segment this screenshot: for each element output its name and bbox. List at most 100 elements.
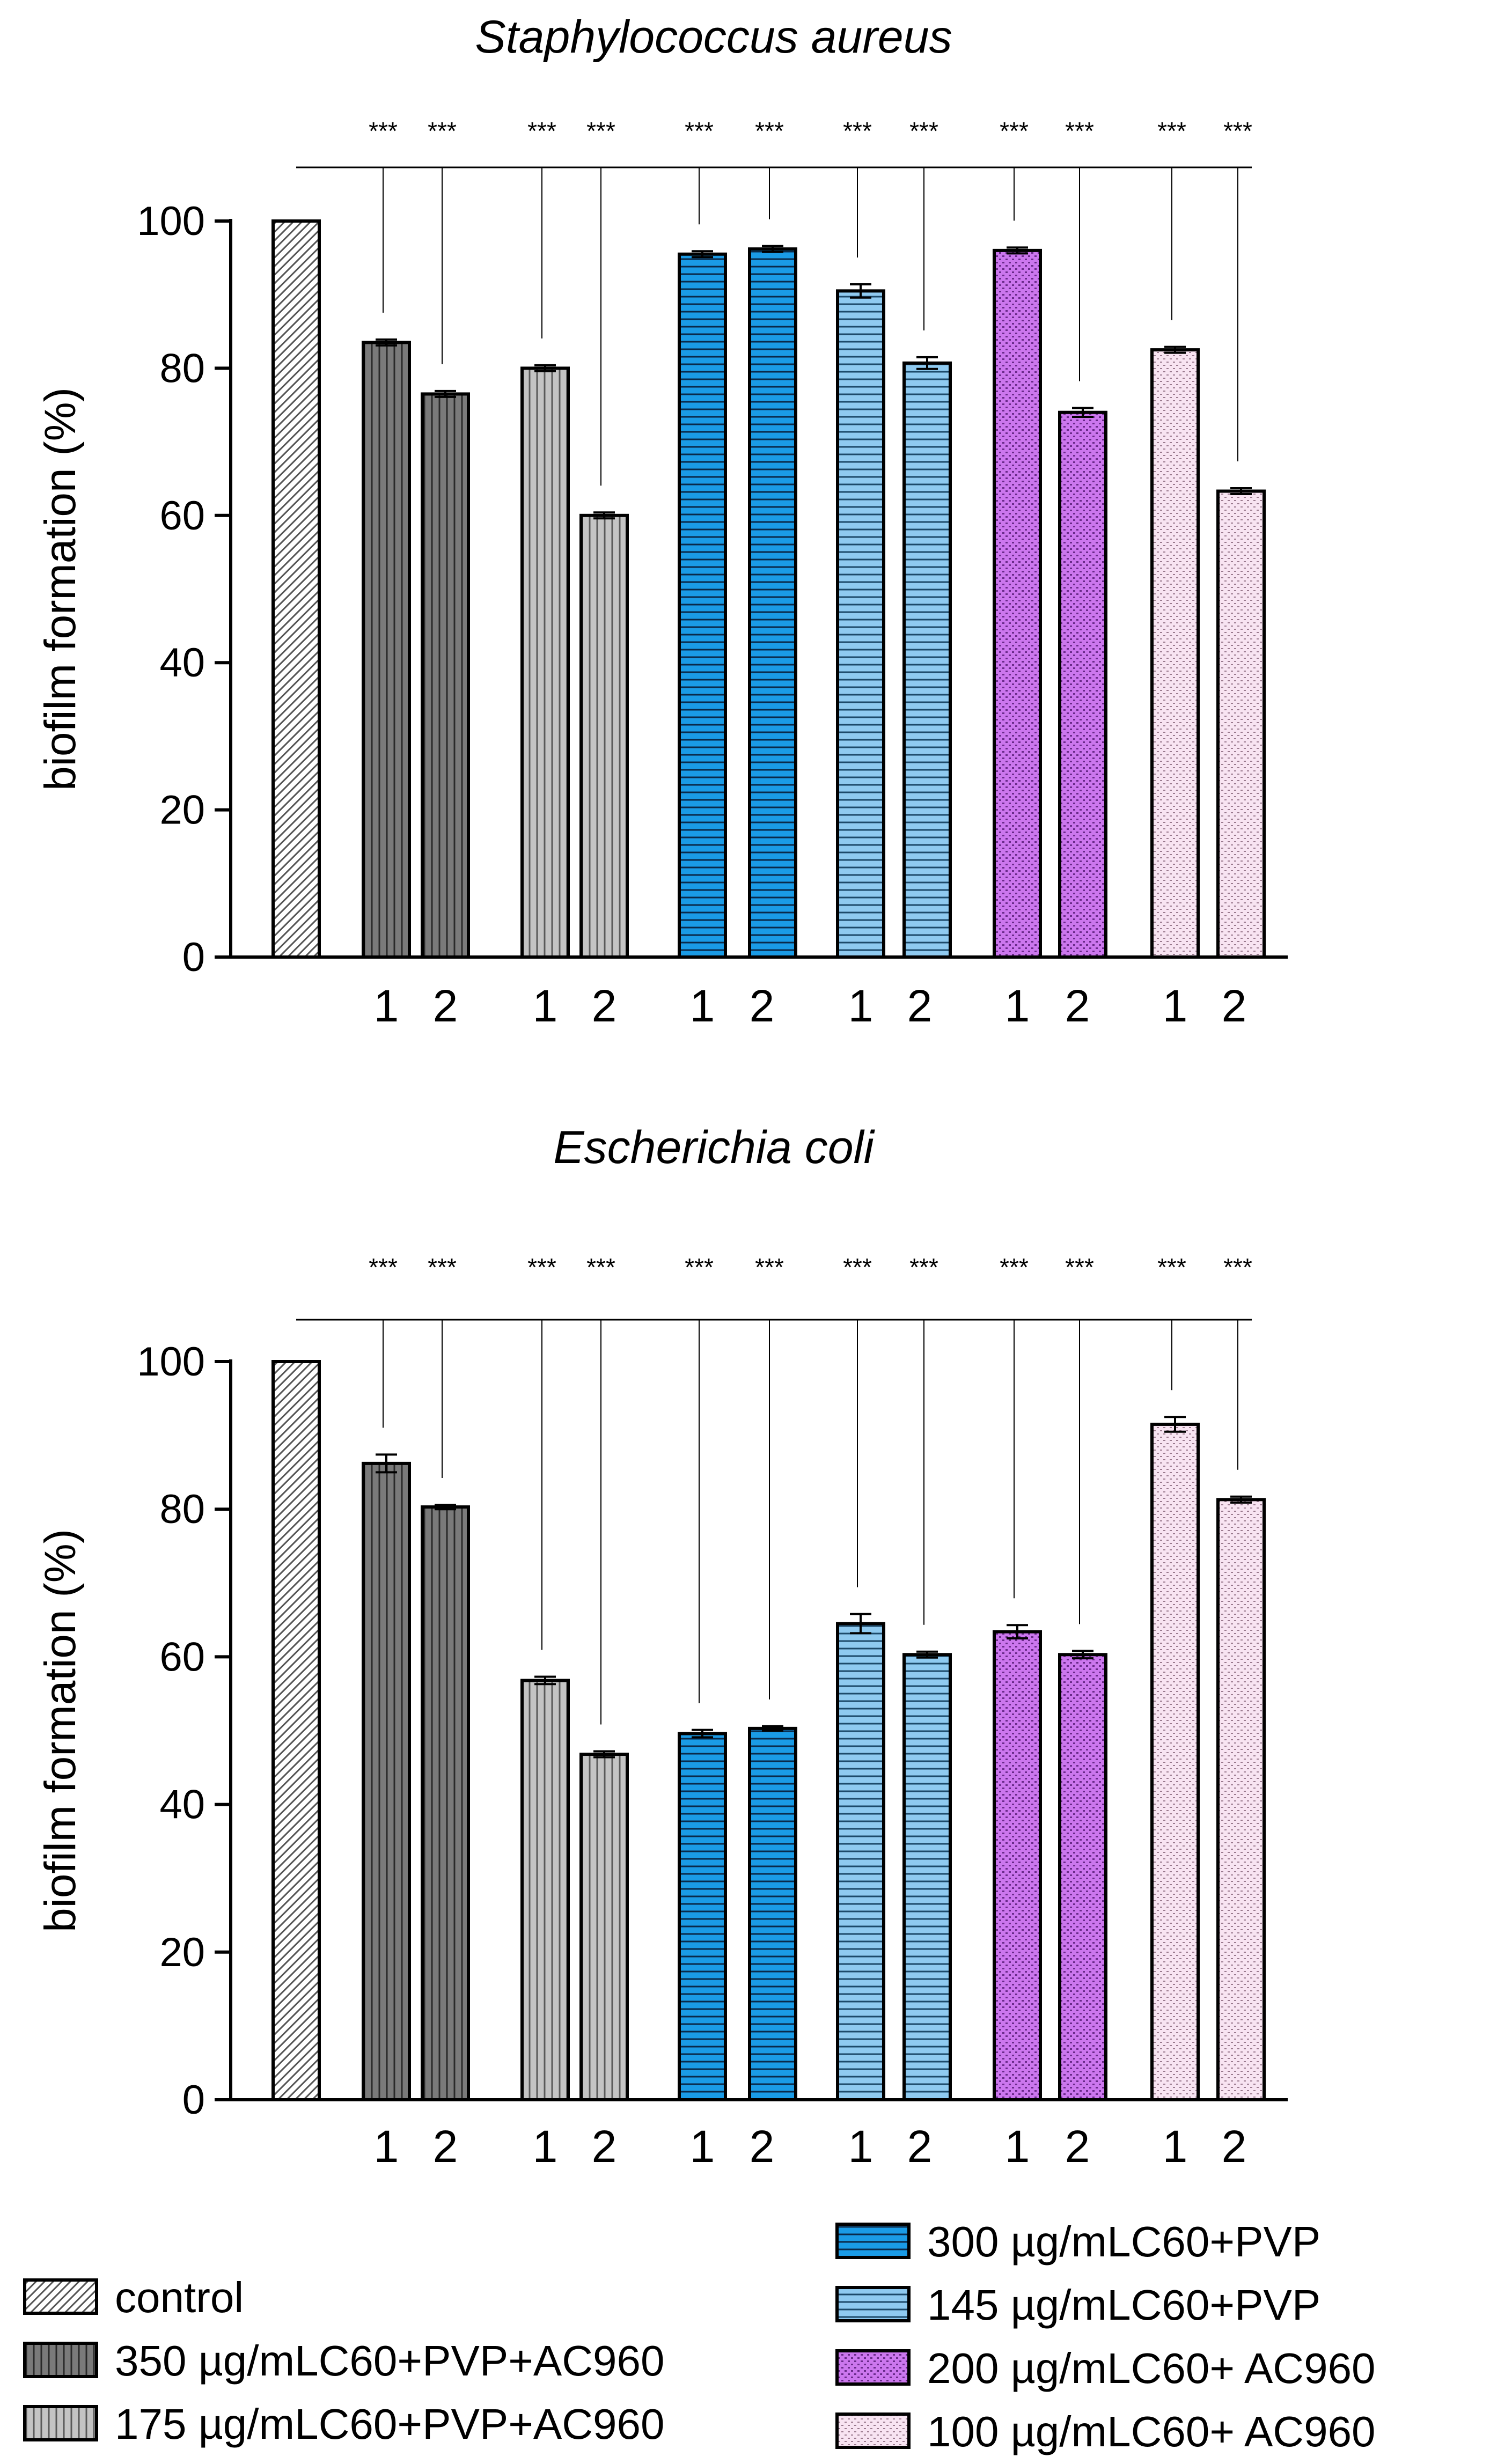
x-tick-label: 2	[907, 2121, 933, 2172]
bar-darkgray-2	[421, 1505, 470, 2101]
bar-lightblue-1	[836, 289, 885, 959]
significance-marker: ***	[909, 117, 938, 145]
bar-blue-1	[678, 252, 727, 959]
x-tick-label: 1	[374, 2121, 399, 2172]
x-tick-label: 2	[1222, 981, 1247, 1031]
bar-darkgray-1	[362, 341, 411, 959]
bar-lightgray-2	[579, 513, 629, 959]
chart-title: Escherichia coli	[553, 1122, 875, 1173]
legend-swatch-purple	[835, 2349, 911, 2386]
x-tick-label: 2	[750, 981, 775, 1031]
x-tick-label: 2	[433, 981, 458, 1031]
y-tick-label: 100	[137, 198, 205, 244]
bar-lightblue-2	[902, 1653, 952, 2101]
legend-swatch-lightgray	[23, 2405, 98, 2441]
x-tick-label: 1	[1163, 2121, 1188, 2172]
bar-purple-2	[1058, 410, 1107, 959]
legend-label: 200 µg/mLC60+ AC960	[927, 2344, 1376, 2392]
significance-marker: ***	[843, 117, 872, 145]
significance-marker: ***	[428, 117, 457, 145]
legend: control 350 µg/mLC60+PVP+AC960 175 µg/mLC6…	[23, 2218, 1376, 2455]
significance-marker: ***	[685, 117, 714, 145]
significance-marker: ***	[369, 117, 398, 145]
bar-blue-2	[748, 247, 797, 959]
x-tick-label: 1	[1163, 981, 1188, 1031]
legend-item-lightgray: 175 µg/mLC60+PVP+AC960	[23, 2400, 665, 2448]
significance-marker: ***	[755, 117, 784, 145]
bar-control	[271, 219, 321, 959]
bar-blue-2	[748, 1726, 797, 2102]
y-tick-label: 80	[159, 1487, 205, 1532]
x-tick-label: 1	[374, 981, 399, 1031]
bar-pink-1	[1150, 348, 1200, 959]
y-tick-label: 40	[159, 640, 205, 686]
x-tick-label: 2	[592, 2121, 617, 2172]
x-tick-label: 1	[1005, 2121, 1030, 2172]
bar-pink-2	[1216, 489, 1266, 959]
legend-swatch-control	[23, 2278, 98, 2315]
y-axis-label: biofilm formation (%)	[36, 387, 85, 791]
x-tick-label: 2	[907, 981, 933, 1031]
y-tick-label: 60	[159, 1634, 205, 1680]
y-tick-label: 100	[137, 1339, 205, 1385]
significance-marker: ***	[1223, 1253, 1252, 1281]
significance-marker: ***	[586, 1253, 615, 1281]
x-tick-label: 2	[1065, 2121, 1090, 2172]
significance-marker: ***	[1223, 117, 1252, 145]
legend-label: 350 µg/mLC60+PVP+AC960	[115, 2337, 665, 2385]
chart-title: Staphylococcus aureus	[475, 11, 952, 63]
significance-marker: ***	[1065, 1253, 1094, 1281]
y-tick-label: 40	[159, 1782, 205, 1828]
legend-label: 145 µg/mLC60+PVP	[927, 2281, 1320, 2329]
bar-lightgray-1	[520, 366, 570, 959]
y-tick-label: 20	[159, 788, 205, 833]
legend-label: 300 µg/mLC60+PVP	[927, 2218, 1320, 2266]
bar-blue-1	[678, 1732, 727, 2101]
x-tick-label: 1	[848, 2121, 874, 2172]
chart-panels: Staphylococcus aureus biofilm formation (…	[36, 11, 1288, 2172]
significance-marker: ***	[909, 1253, 938, 1281]
legend-swatch-pink	[835, 2412, 911, 2449]
bar-purple-2	[1058, 1653, 1107, 2101]
y-tick-label: 0	[182, 2077, 205, 2123]
legend-item-control: control	[23, 2274, 244, 2321]
y-tick-label: 80	[159, 345, 205, 391]
significance-marker: ***	[527, 117, 556, 145]
legend-label: 175 µg/mLC60+PVP+AC960	[115, 2400, 665, 2448]
x-tick-label: 2	[1222, 2121, 1247, 2172]
bar-purple-1	[993, 1630, 1042, 2101]
legend-label: control	[115, 2274, 244, 2321]
legend-swatch-lightblue	[835, 2286, 911, 2322]
significance-marker: ***	[1157, 1253, 1186, 1281]
bar-pink-1	[1150, 1422, 1200, 2101]
legend-item-lightblue: 145 µg/mLC60+PVP	[835, 2281, 1320, 2329]
x-tick-label: 1	[690, 981, 715, 1031]
bar-lightblue-2	[902, 361, 952, 959]
significance-marker: ***	[1065, 117, 1094, 145]
significance-marker: ***	[428, 1253, 457, 1281]
legend-item-purple: 200 µg/mLC60+ AC960	[835, 2344, 1376, 2392]
significance-marker: ***	[1000, 1253, 1029, 1281]
legend-item-pink: 100 µg/mLC60+ AC960	[835, 2408, 1376, 2455]
bar-purple-1	[993, 248, 1042, 959]
y-tick-label: 0	[182, 935, 205, 980]
significance-marker: ***	[843, 1253, 872, 1281]
legend-label: 100 µg/mLC60+ AC960	[927, 2408, 1376, 2455]
chart-panel-2: Escherichia coli biofilm formation (%) 0 20…	[36, 1122, 1288, 2172]
significance-marker: ***	[755, 1253, 784, 1281]
significance-marker: ***	[1157, 117, 1186, 145]
x-tick-label: 1	[1005, 981, 1030, 1031]
bar-lightgray-1	[520, 1679, 570, 2101]
x-tick-label: 2	[1065, 981, 1090, 1031]
x-tick-label: 2	[750, 2121, 775, 2172]
significance-marker: ***	[369, 1253, 398, 1281]
x-tick-label: 2	[592, 981, 617, 1031]
legend-item-blue: 300 µg/mLC60+PVP	[835, 2218, 1320, 2266]
x-tick-label: 1	[533, 981, 558, 1031]
bar-lightblue-1	[836, 1622, 885, 2101]
significance-marker: ***	[586, 117, 615, 145]
significance-marker: ***	[1000, 117, 1029, 145]
y-tick-label: 60	[159, 493, 205, 539]
y-tick-label: 20	[159, 1930, 205, 1975]
